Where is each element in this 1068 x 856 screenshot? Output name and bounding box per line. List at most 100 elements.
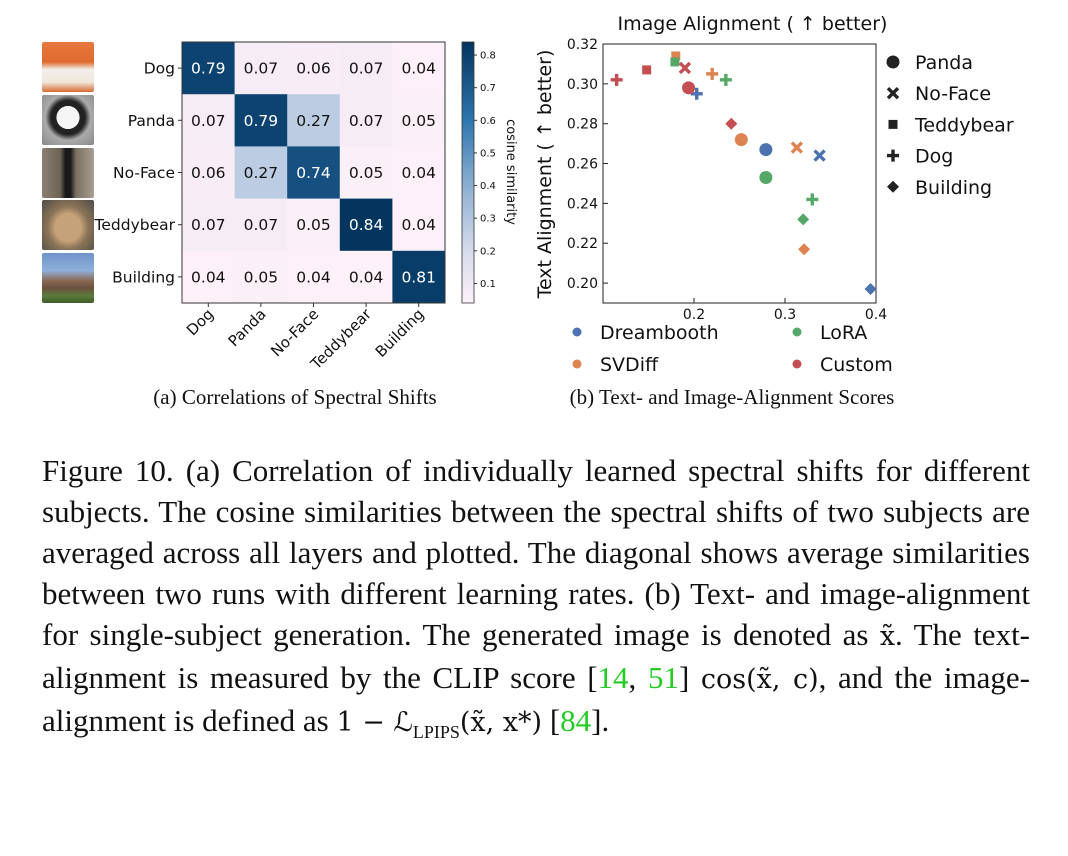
scatter-point bbox=[806, 193, 819, 206]
reference-link[interactable]: 51 bbox=[647, 660, 679, 695]
heatmap-value-label: 0.81 bbox=[401, 268, 436, 286]
heatmap-value-label: 0.07 bbox=[349, 112, 384, 130]
scatter-point bbox=[682, 81, 696, 95]
caption-text-6: ]. bbox=[591, 703, 610, 738]
scatter-ytick-label: 0.30 bbox=[567, 77, 598, 93]
reference-link[interactable]: 84 bbox=[560, 703, 592, 738]
heatmap-value-label: 0.07 bbox=[191, 112, 226, 130]
heatmap-row-label: Building bbox=[112, 268, 175, 286]
scatter-point bbox=[790, 141, 804, 154]
heatmap-value-label: 0.07 bbox=[191, 216, 226, 234]
colorbar-tick-label: 0.4 bbox=[480, 181, 496, 192]
thumbnail-teddybear bbox=[42, 200, 94, 250]
legend-marker-plus bbox=[887, 149, 899, 162]
colorbar bbox=[461, 41, 475, 304]
heatmap-value-label: 0.06 bbox=[296, 60, 331, 78]
scatter-ytick-label: 0.22 bbox=[567, 236, 598, 252]
scatter-point bbox=[759, 143, 773, 157]
heatmap-col-label: Building bbox=[372, 305, 428, 361]
heatmap-cell bbox=[287, 94, 341, 147]
heatmap-value-label: 0.05 bbox=[296, 216, 331, 234]
heatmap-value-label: 0.06 bbox=[191, 164, 226, 182]
caption-text-4: , and the image-alignment is defined as bbox=[42, 660, 1030, 738]
scatter-point bbox=[734, 133, 748, 147]
subfigure-caption-b: (b) Text- and Image-Alignment Scores bbox=[570, 385, 895, 409]
heatmap-value-label: 0.84 bbox=[349, 216, 384, 234]
thumbnail-dog bbox=[42, 42, 94, 92]
scatter-ytick-label: 0.28 bbox=[567, 117, 598, 133]
colorbar-tick-label: 0.6 bbox=[480, 116, 496, 127]
heatmap-row-label: Panda bbox=[128, 112, 175, 130]
heatmap-value-label: 0.07 bbox=[244, 60, 279, 78]
heatmap-value-label: 0.04 bbox=[349, 268, 384, 286]
heatmap-cell bbox=[182, 94, 236, 147]
caption-text-3: ] bbox=[678, 660, 690, 695]
caption-label: Figure 10. bbox=[42, 453, 174, 488]
heatmap-value-label: 0.79 bbox=[191, 60, 226, 78]
colorbar-tick-label: 0.8 bbox=[480, 51, 496, 62]
colorbar-label: cosine similarity bbox=[503, 119, 518, 225]
scatter-point bbox=[678, 61, 692, 75]
caption-text-5: [ bbox=[549, 703, 561, 738]
heatmap-value-label: 0.27 bbox=[296, 112, 331, 130]
scatter-point bbox=[798, 243, 811, 256]
heatmap-value-label: 0.79 bbox=[244, 112, 279, 130]
heatmap-cell bbox=[392, 198, 446, 252]
legend-method-marker bbox=[792, 327, 802, 337]
scatter-point bbox=[642, 65, 652, 75]
scatter-chart: 0.2 0.3 0.4 0.20 0.22 0.24 0.26 0.28 0.30 0.32 Ima… bbox=[534, 13, 1014, 409]
subfigure-caption-a: (a) Correlations of Spectral Shifts bbox=[153, 385, 436, 409]
caption-math-args: (x̃, x*) bbox=[459, 707, 543, 738]
legend-method-label: SVDiff bbox=[600, 354, 659, 376]
caption-math-x: x̃ bbox=[879, 621, 896, 652]
heatmap-value-label: 0.05 bbox=[401, 112, 436, 130]
thumbnail-no-face bbox=[42, 148, 94, 198]
scatter-point bbox=[690, 87, 703, 100]
legend-subject-label: Building bbox=[915, 177, 992, 199]
reference-link[interactable]: 14 bbox=[597, 660, 629, 695]
heatmap-value-label: 0.27 bbox=[244, 164, 279, 182]
figure-caption: Figure 10. (a) Correlation of individual… bbox=[42, 450, 1030, 753]
legend-method-label: Dreambooth bbox=[600, 322, 719, 344]
legend-method-marker bbox=[572, 327, 582, 337]
legend-marker-diamond bbox=[887, 180, 899, 193]
colorbar-tick-label: 0.3 bbox=[480, 214, 496, 225]
legend-marker-x bbox=[886, 86, 900, 100]
legend-marker-circle bbox=[886, 55, 900, 69]
scatter-xtick-label: 0.3 bbox=[774, 307, 796, 323]
scatter-point bbox=[797, 213, 810, 226]
scatter-point bbox=[864, 283, 877, 296]
heatmap-chart: 0.79 0.07 0.06 0.07 0.04 0.07 0.79 0.27 0.07 0.05… bbox=[94, 41, 518, 409]
legend-subject-label: Teddybear bbox=[914, 114, 1014, 136]
heatmap-cell bbox=[234, 250, 288, 304]
scatter-ytick-label: 0.32 bbox=[567, 37, 598, 53]
caption-comma: , bbox=[628, 660, 648, 695]
scatter-point bbox=[610, 73, 623, 86]
colorbar-tick-label: 0.7 bbox=[480, 83, 496, 94]
legend-subject-label: Panda bbox=[915, 52, 973, 74]
heatmap-cell bbox=[182, 250, 236, 304]
heatmap-cell bbox=[287, 198, 341, 252]
scatter-point bbox=[813, 149, 826, 162]
heatmap-value-label: 0.04 bbox=[191, 268, 226, 286]
legend-subject-label: No-Face bbox=[915, 83, 991, 105]
scatter-point bbox=[671, 51, 681, 61]
scatter-point bbox=[719, 73, 732, 86]
scatter-point bbox=[759, 170, 773, 184]
colorbar-tick-label: 0.2 bbox=[480, 246, 496, 257]
legend-method-marker bbox=[572, 359, 582, 369]
scatter-ytick-label: 0.26 bbox=[567, 157, 598, 173]
heatmap-cell bbox=[392, 94, 446, 147]
legend-method-label: Custom bbox=[820, 354, 893, 376]
figure-canvas: 0.79 0.07 0.06 0.07 0.04 0.07 0.79 0.27 0.07 0.05… bbox=[94, 13, 1014, 409]
heatmap-cell bbox=[392, 146, 446, 200]
heatmap-cell bbox=[339, 198, 393, 252]
caption-text-1: (a) Correlation of individually learned … bbox=[42, 453, 1030, 652]
heatmap-value-label: 0.05 bbox=[349, 164, 384, 182]
heatmap-value-label: 0.04 bbox=[401, 216, 436, 234]
heatmap-row-label: Teddybear bbox=[94, 216, 176, 234]
scatter-xtick-label: 0.2 bbox=[683, 307, 705, 323]
heatmap-cell bbox=[182, 146, 236, 200]
heatmap-cell bbox=[392, 250, 446, 304]
caption-math-lpips: 1 − ℒ bbox=[336, 707, 413, 738]
